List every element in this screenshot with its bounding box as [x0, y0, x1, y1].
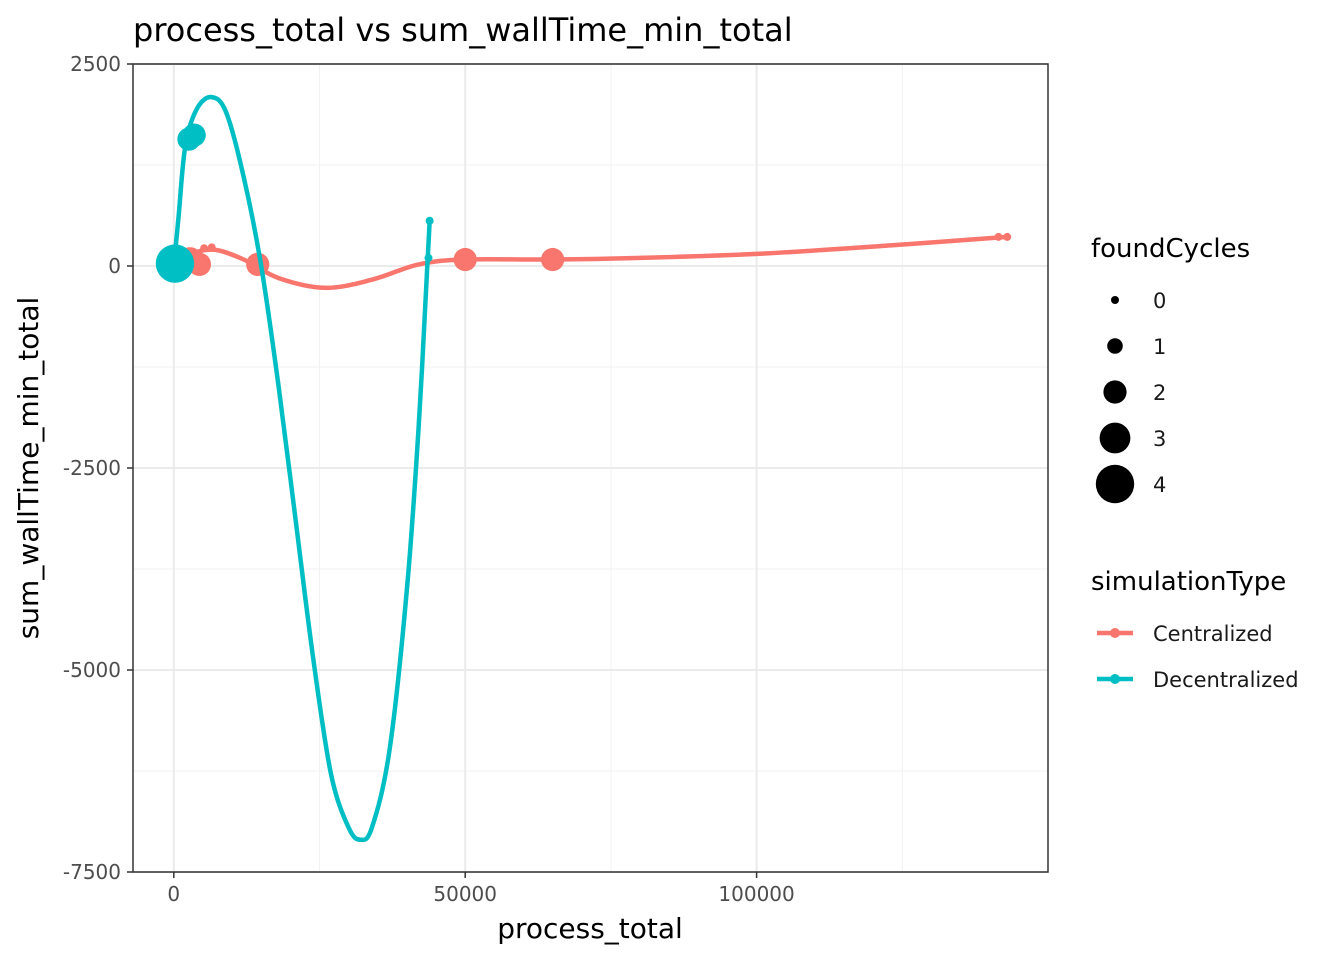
x-axis-title: process_total	[497, 912, 683, 945]
color-legend-dot	[1110, 628, 1120, 638]
size-legend-label: 2	[1153, 381, 1166, 405]
axes: 0 50000 100000 2500 0 -2500 -5000 -7500	[63, 52, 795, 906]
series-layer	[155, 94, 1012, 843]
series-line	[171, 94, 432, 843]
size-legend-title: foundCycles	[1091, 234, 1250, 264]
color-legend-dot	[1110, 674, 1120, 684]
size-legend-label: 3	[1153, 427, 1166, 451]
data-point	[994, 232, 1003, 241]
data-point	[155, 244, 195, 283]
data-point	[541, 247, 565, 272]
size-legend-key	[1103, 380, 1127, 404]
size-legend-label: 0	[1153, 289, 1166, 313]
data-point	[425, 216, 434, 225]
size-legend-label: 1	[1153, 335, 1166, 359]
data-point	[182, 123, 206, 147]
color-legend-label: Decentralized	[1153, 668, 1299, 692]
data-point	[200, 244, 209, 253]
x-tick-label: 100000	[718, 882, 794, 906]
size-legend-key	[1111, 296, 1119, 304]
series-line	[171, 234, 1010, 291]
y-tick-label: 2500	[70, 52, 121, 76]
y-tick-label: -7500	[63, 860, 121, 884]
data-point	[207, 243, 216, 252]
x-tick-label: 50000	[433, 882, 497, 906]
color-legend-title: simulationType	[1091, 567, 1286, 597]
size-legend-key	[1107, 338, 1123, 354]
data-point	[187, 252, 212, 276]
y-axis-title: sum_wallTime_min_total	[12, 297, 45, 640]
y-tick-label: 0	[108, 254, 121, 278]
size-legend-key	[1099, 422, 1131, 454]
chart-title: process_total vs sum_wallTime_min_total	[133, 11, 793, 49]
y-tick-label: -5000	[63, 658, 121, 682]
size-legend-key	[1095, 464, 1135, 504]
legend: foundCycles simulationType 0 1 2 3 4 Centrali…	[1091, 234, 1299, 692]
data-point	[1003, 232, 1012, 241]
size-legend-label: 4	[1153, 473, 1166, 497]
data-point	[424, 253, 433, 262]
series-decentralized	[155, 94, 434, 843]
y-tick-label: -2500	[63, 456, 121, 480]
data-point	[453, 247, 477, 272]
color-legend-label: Centralized	[1153, 622, 1273, 646]
x-tick-label: 0	[167, 882, 180, 906]
